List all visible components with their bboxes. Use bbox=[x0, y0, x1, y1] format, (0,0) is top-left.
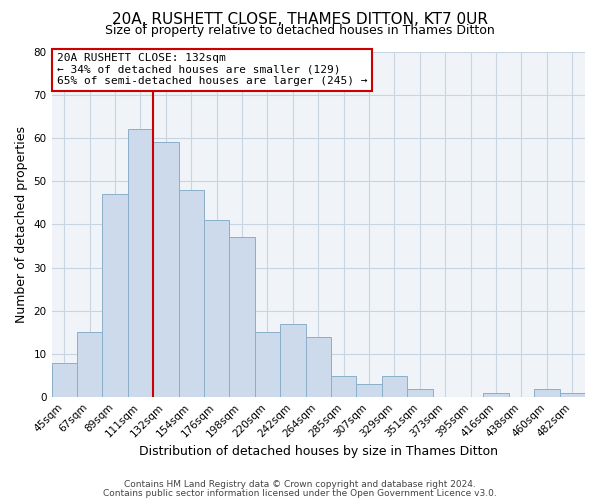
Bar bbox=[77, 332, 103, 397]
Text: Size of property relative to detached houses in Thames Ditton: Size of property relative to detached ho… bbox=[105, 24, 495, 37]
Bar bbox=[356, 384, 382, 397]
Bar bbox=[331, 376, 356, 397]
Text: 20A RUSHETT CLOSE: 132sqm
← 34% of detached houses are smaller (129)
65% of semi: 20A RUSHETT CLOSE: 132sqm ← 34% of detac… bbox=[57, 53, 367, 86]
Bar bbox=[128, 130, 153, 397]
Bar bbox=[534, 388, 560, 397]
X-axis label: Distribution of detached houses by size in Thames Ditton: Distribution of detached houses by size … bbox=[139, 444, 498, 458]
Bar bbox=[560, 393, 585, 397]
Text: Contains public sector information licensed under the Open Government Licence v3: Contains public sector information licen… bbox=[103, 489, 497, 498]
Bar bbox=[255, 332, 280, 397]
Bar bbox=[305, 336, 331, 397]
Bar bbox=[179, 190, 204, 397]
Bar bbox=[407, 388, 433, 397]
Bar bbox=[153, 142, 179, 397]
Text: Contains HM Land Registry data © Crown copyright and database right 2024.: Contains HM Land Registry data © Crown c… bbox=[124, 480, 476, 489]
Y-axis label: Number of detached properties: Number of detached properties bbox=[15, 126, 28, 323]
Bar bbox=[229, 238, 255, 397]
Bar bbox=[204, 220, 229, 397]
Bar bbox=[103, 194, 128, 397]
Bar bbox=[280, 324, 305, 397]
Text: 20A, RUSHETT CLOSE, THAMES DITTON, KT7 0UR: 20A, RUSHETT CLOSE, THAMES DITTON, KT7 0… bbox=[112, 12, 488, 28]
Bar bbox=[484, 393, 509, 397]
Bar bbox=[382, 376, 407, 397]
Bar bbox=[52, 362, 77, 397]
